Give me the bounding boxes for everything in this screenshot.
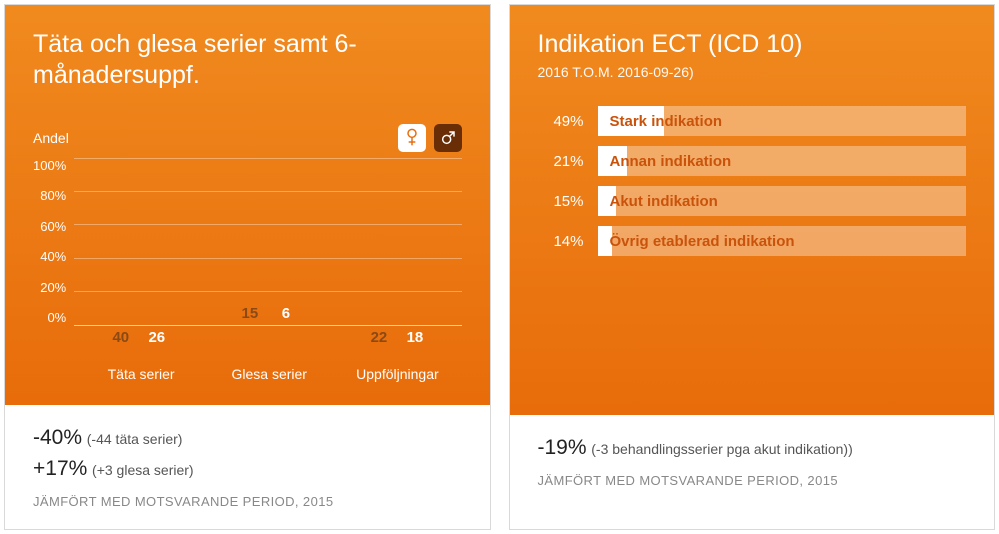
delta-line-2: +17% (+3 glesa serier) [33,454,462,484]
y-tick: 60% [40,219,66,234]
hbar-label: Akut indikation [610,193,718,210]
hbar-list: 49% Stark indikation 21% Annan indikation 15… [538,106,967,256]
y-tick: 0% [47,310,66,325]
hbar-label: Annan indikation [610,153,732,170]
hbar-track: Stark indikation [598,106,967,136]
male-icon [434,124,462,152]
y-tick: 40% [40,249,66,264]
card-indication-title: Indikation ECT (ICD 10) [538,29,967,60]
bar-value: 40 [104,329,138,346]
x-label: Täta serier [91,366,191,383]
card-indication-chart-area: Indikation ECT (ICD 10) 2016 T.O.M. 2016… [510,5,995,415]
card-indication-subtitle: 2016 T.O.M. 2016-09-26) [538,64,967,80]
gridline [74,258,461,259]
bar-value: 18 [398,329,432,346]
bar-value: 6 [269,305,303,322]
hbar-row: 15% Akut indikation [538,186,967,216]
legend-gender [398,124,462,152]
hbar-label: Stark indikation [610,113,723,130]
hbar-pct: 21% [538,153,584,170]
card-series: Täta och glesa serier samt 6-månadersupp… [4,4,491,530]
bar-value: 15 [233,305,267,322]
delta-2-value: +17% [33,457,87,480]
delta-2-paren: (+3 glesa serier) [92,462,194,478]
y-axis-ticks: 100% 80% 60% 40% 20% 0% [33,158,74,326]
delta-right-paren: (-3 behandlingsserier pga akut indikatio… [591,441,852,457]
x-label: Uppföljningar [347,366,447,383]
hbar-track: Annan indikation [598,146,967,176]
hbar-label: Övrig etablerad indikation [610,233,795,250]
delta-1-value: -40% [33,426,82,449]
gridline [74,224,461,225]
chart-header: Andel [33,124,462,152]
card-series-chart-area: Täta och glesa serier samt 6-månadersupp… [5,5,490,405]
gridline [74,291,461,292]
female-icon [398,124,426,152]
y-tick: 80% [40,188,66,203]
card-indication-footer: -19% (-3 behandlingsserier pga akut indi… [510,415,995,508]
delta-line-right: -19% (-3 behandlingsserier pga akut indi… [538,433,967,463]
card-series-title: Täta och glesa serier samt 6-månadersupp… [33,29,462,92]
hbar-pct: 15% [538,193,584,210]
bar-groups: 40261562218 [74,158,461,325]
compare-note-left: JÄMFÖRT MED MOTSVARANDE PERIOD, 2015 [33,494,462,509]
bar-chart: 100%80%60%40%20%0% 40261562218 [33,158,462,358]
gridline [74,191,461,192]
delta-right-value: -19% [538,436,587,459]
x-axis-labels: Täta serier Glesa serier Uppföljningar [77,366,462,383]
bar-chart-plot: 40261562218 [74,158,461,326]
hbar-row: 14% Övrig etablerad indikation [538,226,967,256]
gridline [74,158,461,159]
delta-line-1: -40% (-44 täta serier) [33,423,462,453]
y-tick: 20% [40,280,66,295]
hbar-pct: 49% [538,113,584,130]
bar-value: 22 [362,329,396,346]
card-indication: Indikation ECT (ICD 10) 2016 T.O.M. 2016… [509,4,996,530]
bar-value: 26 [140,329,174,346]
hbar-row: 21% Annan indikation [538,146,967,176]
card-series-footer: -40% (-44 täta serier) +17% (+3 glesa se… [5,405,490,529]
delta-1-paren: (-44 täta serier) [87,431,183,447]
hbar-track: Akut indikation [598,186,967,216]
y-axis-title: Andel [33,130,69,146]
hbar-pct: 14% [538,233,584,250]
x-label: Glesa serier [219,366,319,383]
hbar-row: 49% Stark indikation [538,106,967,136]
compare-note-right: JÄMFÖRT MED MOTSVARANDE PERIOD, 2015 [538,473,967,488]
y-tick: 100% [33,158,66,173]
hbar-track: Övrig etablerad indikation [598,226,967,256]
